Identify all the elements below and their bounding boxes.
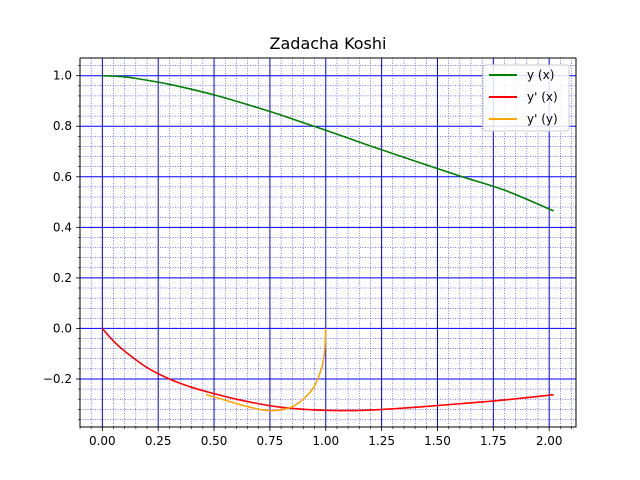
y-tick-label: 0.2	[53, 271, 72, 285]
y-tick-label: 0.8	[53, 119, 72, 133]
y-tick-label: −0.2	[43, 372, 72, 386]
x-tick-label: 0.75	[257, 434, 284, 448]
series-layer	[101, 74, 554, 412]
y-axis: −0.2 0.0 0.2 0.4 0.6 0.8 1.0	[43, 65, 80, 420]
x-tick-label: 1.50	[424, 434, 451, 448]
legend-label-y-x: y (x)	[527, 68, 554, 82]
x-tick-label: 0.00	[89, 434, 116, 448]
series-line-yprime-y	[206, 328, 327, 412]
legend-label-yprime-x: y' (x)	[527, 90, 558, 104]
legend-box	[482, 64, 570, 132]
plot-frame	[79, 57, 577, 428]
y-tick-label: 1.0	[53, 69, 72, 83]
x-tick-label: 2.00	[536, 434, 563, 448]
series-line-y-x	[102, 74, 554, 212]
legend-label-yprime-y: y' (y)	[527, 112, 558, 126]
y-tick-label: 0.4	[53, 220, 72, 234]
chart-title: Zadacha Koshi	[270, 34, 387, 53]
x-tick-label: 1.25	[368, 434, 395, 448]
y-tick-label: 0.6	[53, 170, 72, 184]
legend: y (x) y' (x) y' (y)	[482, 64, 570, 132]
x-tick-label: 0.50	[201, 434, 228, 448]
x-axis: 0.00 0.25 0.50 0.75 1.00 1.25 1.50 1.75 2.00	[79, 427, 572, 448]
series-line-yprime-x	[101, 327, 554, 412]
y-tick-label: 0.0	[53, 321, 72, 335]
x-tick-label: 1.75	[480, 434, 507, 448]
x-tick-label: 0.25	[145, 434, 172, 448]
x-tick-label: 1.00	[312, 434, 339, 448]
